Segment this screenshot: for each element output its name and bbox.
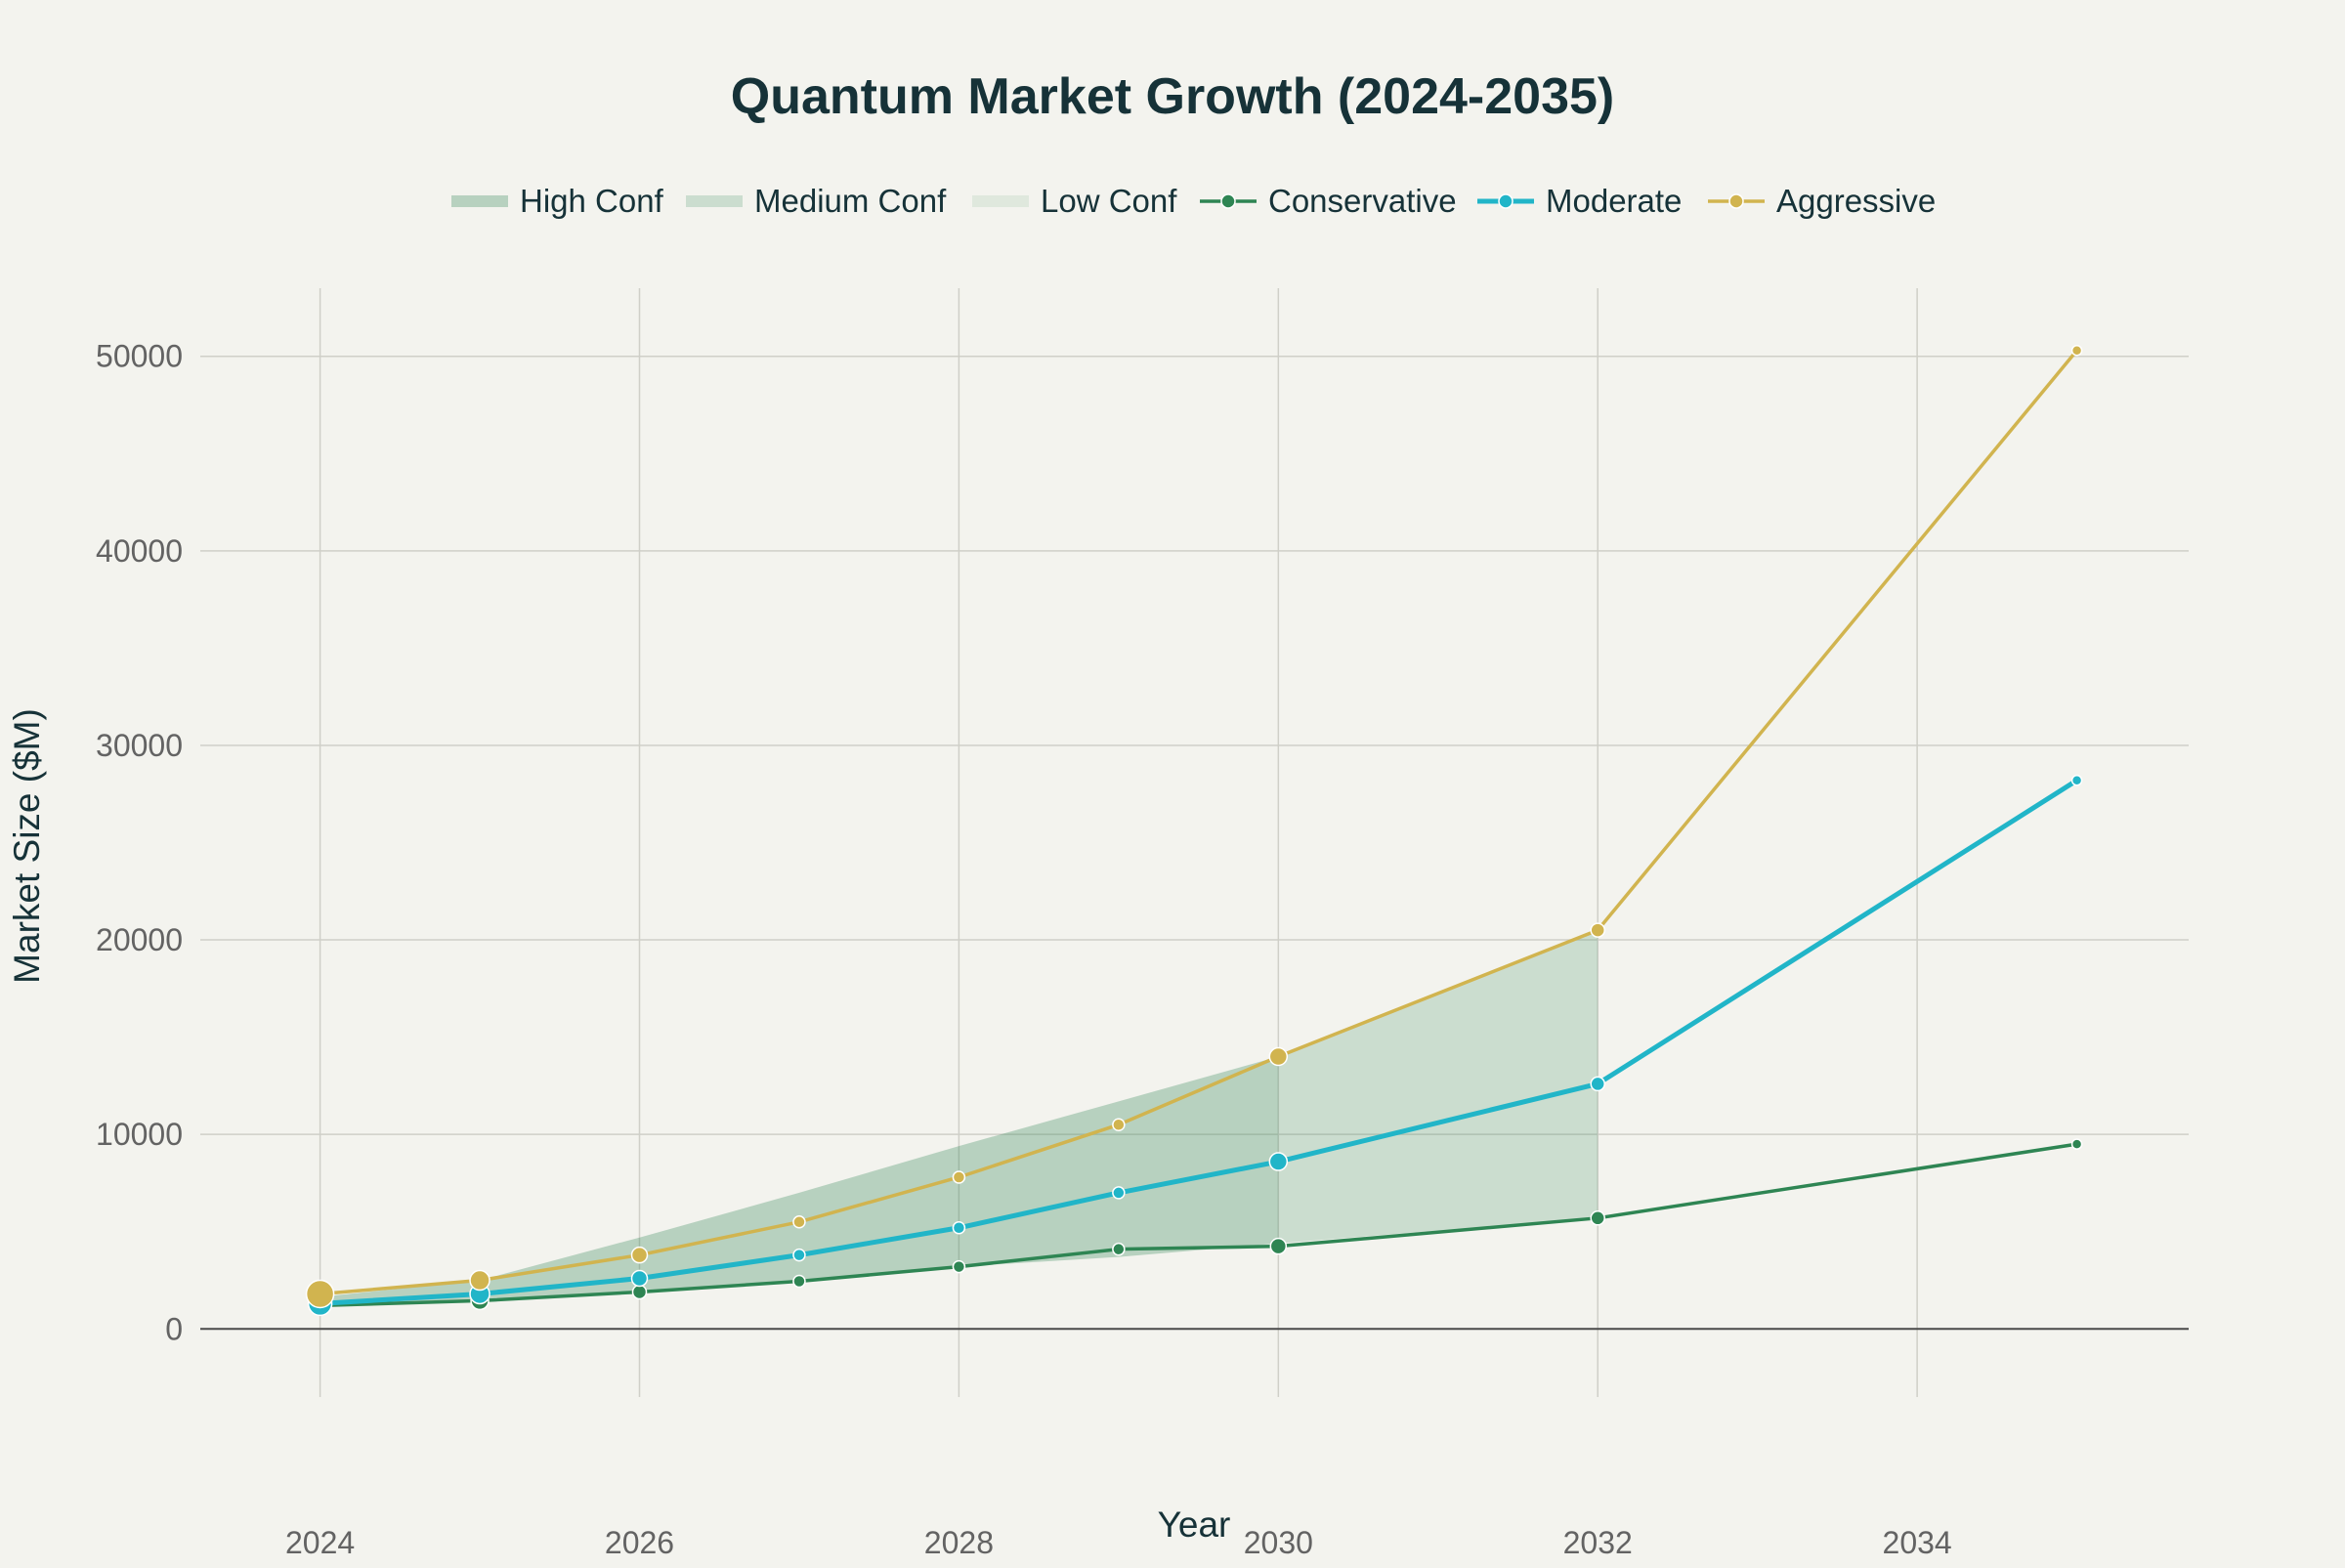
point-aggressive	[630, 1246, 649, 1264]
point-aggressive	[469, 1269, 490, 1292]
legend-label-conservative: Conservative	[1268, 183, 1457, 219]
y-tick-label: 0	[165, 1311, 183, 1346]
y-axis-title: Market Size ($M)	[7, 708, 47, 984]
point-moderate	[1590, 1076, 1605, 1092]
point-moderate	[952, 1221, 966, 1235]
point-moderate	[1112, 1186, 1126, 1200]
point-moderate	[630, 1269, 649, 1288]
legend-label-low-conf: Low Conf	[1041, 183, 1177, 219]
point-conservative	[1269, 1237, 1288, 1255]
y-tick-label: 40000	[96, 533, 183, 569]
point-aggressive	[952, 1170, 966, 1184]
x-axis-title: Year	[1158, 1504, 1231, 1545]
point-conservative	[1112, 1242, 1126, 1256]
legend-label-high-conf: High Conf	[520, 183, 664, 219]
chart-title: Quantum Market Growth (2024-2035)	[731, 68, 1614, 125]
y-tick-label: 30000	[96, 728, 183, 763]
point-aggressive	[1268, 1046, 1289, 1067]
legend: High Conf Medium Conf Low Conf Conservative…	[451, 183, 1936, 219]
point-moderate	[2070, 775, 2083, 786]
x-tick-label: 2032	[1563, 1525, 1633, 1560]
point-moderate	[792, 1248, 806, 1262]
point-aggressive	[1590, 922, 1605, 938]
legend-swatch-medium-conf	[686, 195, 743, 207]
point-aggressive	[792, 1215, 806, 1229]
point-conservative	[1590, 1210, 1605, 1226]
series-markers	[305, 344, 2083, 1317]
x-tick-label: 2034	[1883, 1525, 1952, 1560]
y-tick-label: 50000	[96, 339, 183, 374]
legend-marker-aggressive	[1728, 193, 1744, 209]
point-conservative	[631, 1284, 648, 1300]
legend-label-aggressive: Aggressive	[1776, 183, 1936, 219]
point-conservative	[952, 1259, 966, 1274]
y-tick-label: 20000	[96, 922, 183, 957]
point-aggressive	[2070, 344, 2083, 357]
axis-ticks: 2024 2026 2028 2030 2032 2034 0 10000 20000 30000…	[96, 339, 1952, 1560]
point-conservative	[2070, 1138, 2083, 1150]
point-aggressive	[305, 1279, 335, 1309]
y-tick-label: 10000	[96, 1117, 183, 1152]
band-high-conf	[320, 1056, 1279, 1306]
x-tick-label: 2024	[285, 1525, 355, 1560]
legend-label-medium-conf: Medium Conf	[754, 183, 947, 219]
x-tick-label: 2026	[605, 1525, 674, 1560]
legend-label-moderate: Moderate	[1546, 183, 1682, 219]
x-tick-label: 2030	[1244, 1525, 1313, 1560]
x-tick-label: 2028	[924, 1525, 994, 1560]
point-aggressive	[1112, 1118, 1126, 1131]
band-medium-conf	[1278, 930, 1599, 1244]
legend-swatch-high-conf	[451, 195, 508, 207]
grid	[200, 288, 2189, 1397]
legend-marker-moderate	[1498, 193, 1514, 209]
confidence-bands	[320, 930, 1599, 1306]
point-conservative	[792, 1274, 806, 1289]
legend-marker-conservative	[1220, 193, 1236, 209]
legend-swatch-low-conf	[972, 195, 1029, 207]
point-moderate	[1268, 1152, 1289, 1171]
